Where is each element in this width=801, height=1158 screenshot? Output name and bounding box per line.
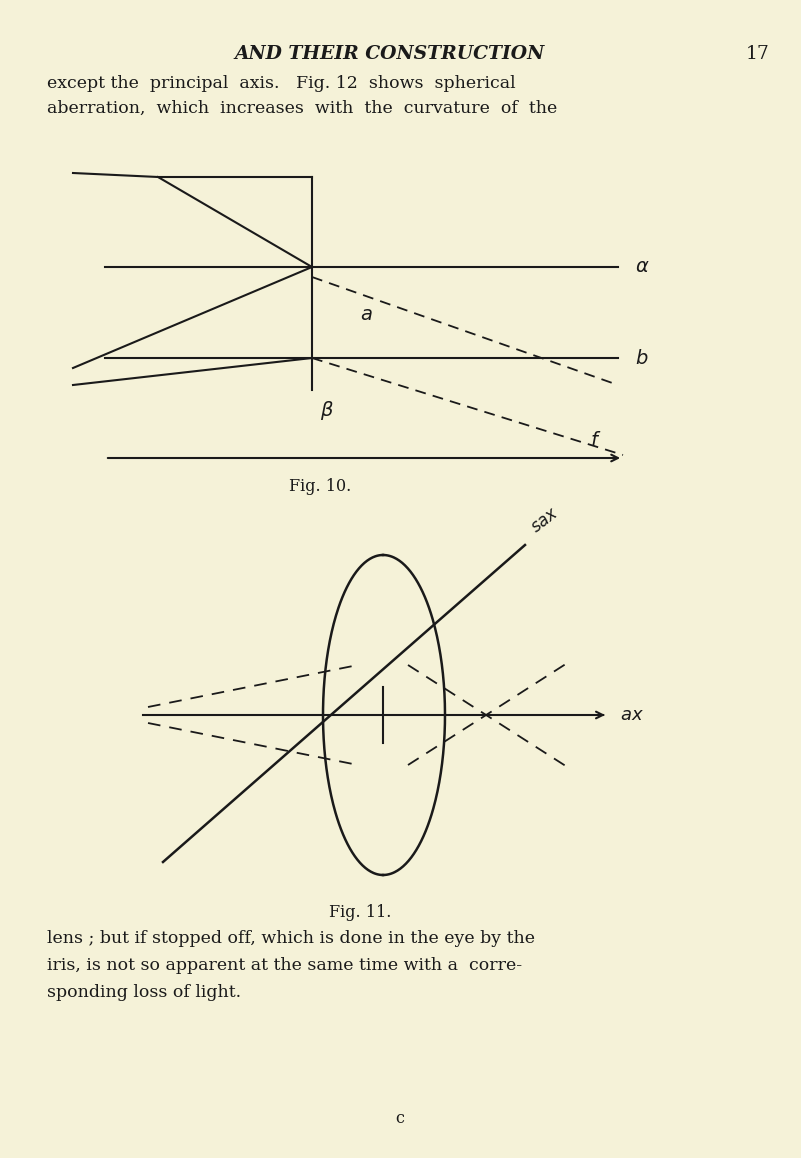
Text: 17: 17	[746, 45, 770, 63]
Text: aberration,  which  increases  with  the  curvature  of  the: aberration, which increases with the cur…	[47, 100, 557, 117]
Text: $a$: $a$	[360, 306, 372, 324]
Text: $sax$: $sax$	[528, 505, 563, 537]
Text: $\beta$: $\beta$	[320, 398, 334, 422]
Text: AND THEIR CONSTRUCTION: AND THEIR CONSTRUCTION	[235, 45, 545, 63]
Text: $ax$: $ax$	[620, 706, 644, 724]
Text: $f$: $f$	[590, 431, 602, 449]
Text: $\alpha$: $\alpha$	[635, 258, 650, 276]
Text: except the  principal  axis.   Fig. 12  shows  spherical: except the principal axis. Fig. 12 shows…	[47, 75, 516, 91]
Text: sponding loss of light.: sponding loss of light.	[47, 984, 241, 1001]
Text: $b$: $b$	[635, 349, 649, 367]
Text: iris, is not so apparent at the same time with a  corre-: iris, is not so apparent at the same tim…	[47, 957, 522, 974]
Text: lens ; but if stopped off, which is done in the eye by the: lens ; but if stopped off, which is done…	[47, 930, 535, 947]
Text: Fig. 10.: Fig. 10.	[289, 478, 351, 494]
Text: c: c	[396, 1111, 405, 1127]
Text: Fig. 11.: Fig. 11.	[329, 904, 391, 921]
